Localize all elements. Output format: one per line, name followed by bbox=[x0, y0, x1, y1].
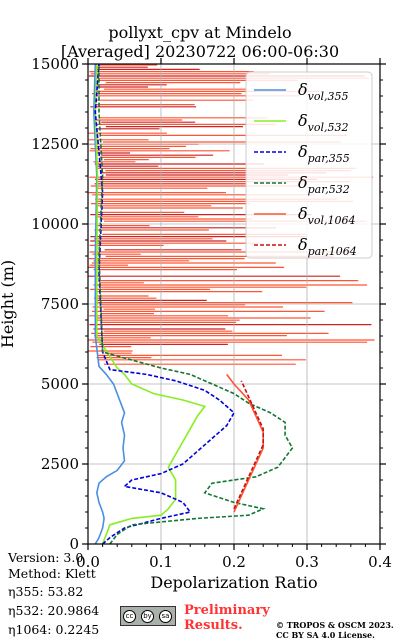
series-line-par-1064 bbox=[233, 380, 265, 510]
x-tick-label: 0.1 bbox=[149, 553, 173, 571]
cc-icon: cc bbox=[123, 610, 136, 623]
y-tick-label: 5000 bbox=[41, 375, 79, 393]
legend-label: δvol,532 bbox=[298, 111, 349, 134]
x-tick-label: 0.4 bbox=[368, 553, 392, 571]
sa-icon: sa bbox=[159, 610, 172, 623]
series-line-vol-355 bbox=[92, 63, 126, 545]
legend: δvol,355 δvol,532 δpar,355 δpar,532 δvol,106… bbox=[245, 71, 373, 259]
legend-box bbox=[245, 71, 373, 259]
credit-line1: © TROPOS & OSCM 2023. bbox=[276, 620, 394, 630]
eta1064-text: η1064: 0.2245 bbox=[8, 622, 100, 637]
y-tick-label: 7500 bbox=[41, 295, 79, 313]
by-icon: by bbox=[141, 610, 154, 623]
preliminary-label: Preliminary Results. bbox=[184, 603, 270, 633]
series-line-vol-1064 bbox=[226, 373, 265, 513]
y-tick-label: 15000 bbox=[31, 55, 79, 73]
preliminary-line1: Preliminary bbox=[184, 603, 270, 618]
legend-label: δpar,1064 bbox=[298, 235, 357, 258]
x-tick-label: 0.2 bbox=[222, 553, 246, 571]
eta532-text: η532: 20.9864 bbox=[8, 603, 100, 618]
axes-layer: 0.0 0.1 0.2 0.3 0.4 0 2500 5000 7500 10000 12500 15… bbox=[0, 55, 392, 592]
method-text: Method: Klett bbox=[8, 566, 96, 581]
x-tick-label: 0.0 bbox=[76, 553, 100, 571]
eta355-text: η355: 53.82 bbox=[8, 584, 84, 599]
legend-label: δpar,532 bbox=[298, 173, 350, 196]
y-tick-label: 2500 bbox=[41, 455, 79, 473]
x-axis-label: Depolarization Ratio bbox=[150, 573, 317, 592]
chart-title-line2: [Averaged] 20230722 06:00-06:30 bbox=[60, 42, 340, 61]
y-axis-label: Height (m) bbox=[0, 260, 17, 348]
series-line-par-532 bbox=[98, 64, 294, 545]
preliminary-line2: Results. bbox=[184, 618, 243, 633]
series-line-vol-532 bbox=[94, 63, 207, 545]
y-tick-label: 0 bbox=[69, 535, 79, 553]
cc-license-logo: cc by sa bbox=[120, 606, 176, 626]
x-tick-label: 0.3 bbox=[295, 553, 319, 571]
y-tick-label: 10000 bbox=[31, 215, 79, 233]
credit-text: © TROPOS & OSCM 2023. CC BY SA 4.0 Licen… bbox=[276, 620, 394, 640]
credit-line2: CC BY SA 4.0 License. bbox=[276, 630, 375, 640]
y-tick-label: 12500 bbox=[31, 135, 79, 153]
chart-title-line1: pollyxt_cpv at Mindelo bbox=[108, 23, 292, 42]
version-text: Version: 3.0 bbox=[8, 550, 84, 565]
legend-label: δvol,355 bbox=[298, 80, 349, 103]
legend-label: δvol,1064 bbox=[298, 204, 356, 227]
series-layer bbox=[92, 63, 294, 545]
legend-label: δpar,355 bbox=[298, 142, 350, 165]
